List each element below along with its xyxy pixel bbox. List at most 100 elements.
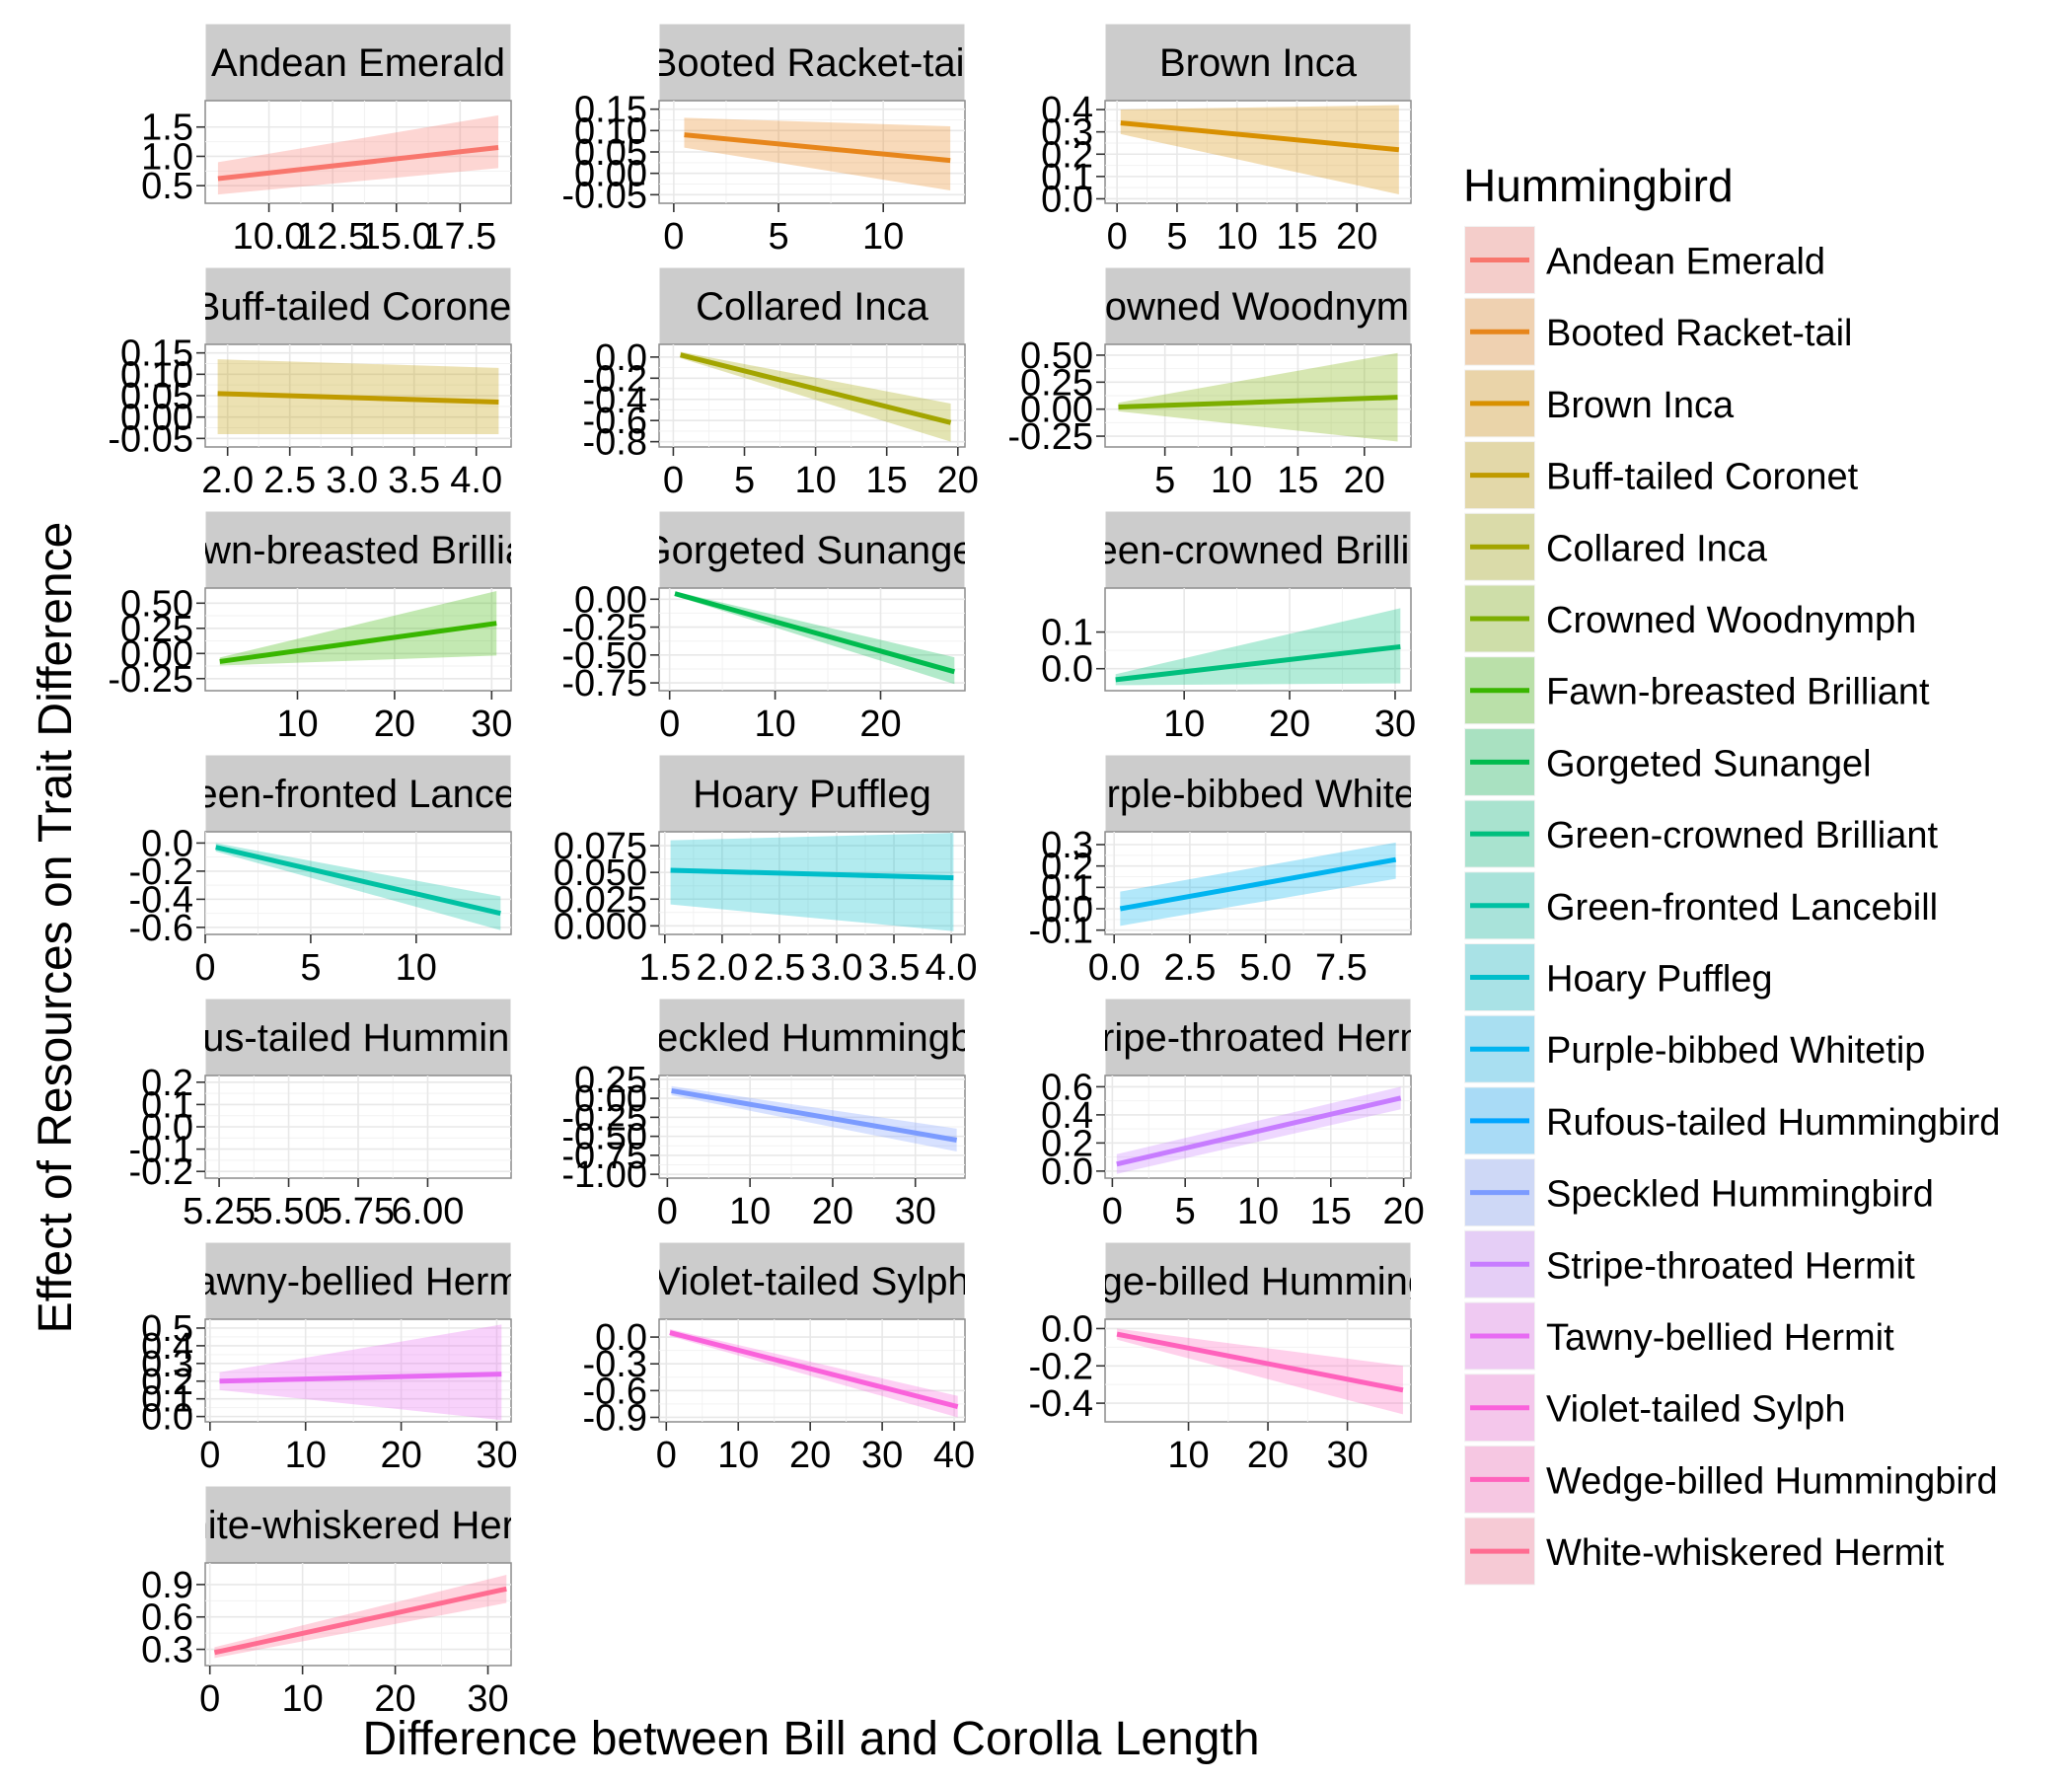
- panel-white-whiskered-hermit: White-whiskered Hermit 0 10 20 30 0.30.60.9: [141, 1485, 568, 1720]
- y-tick-label: 0.1: [141, 1084, 193, 1126]
- y-tick-label: -0.6: [583, 1371, 647, 1412]
- legend-label: Hoary Puffleg: [1546, 959, 1773, 1001]
- y-tick-label: 0.5: [141, 166, 193, 207]
- legend-item: Rufous-tailed Hummingbird: [1462, 1084, 2000, 1157]
- legend-item: Violet-tailed Sylph: [1462, 1372, 1845, 1445]
- x-tick-label: 0.0: [1088, 947, 1141, 989]
- facet-strip-label: White-whiskered Hermit: [149, 1504, 568, 1547]
- y-tick-label: 0.50: [120, 583, 193, 625]
- y-tick-label: 0.4: [1041, 90, 1093, 131]
- facet-strip-label: Gorgeted Sunangel: [641, 529, 984, 572]
- fit-line: [219, 621, 497, 664]
- y-tick-label: 0.00: [120, 398, 193, 439]
- legend-label: Gorgeted Sunangel: [1546, 743, 1872, 784]
- legend-label: Tawny-bellied Hermit: [1546, 1317, 1894, 1359]
- y-tick-label: 0.00: [574, 579, 647, 621]
- facet-strip: [204, 266, 512, 345]
- x-tick-label: 40: [933, 1435, 975, 1476]
- fit-line: [669, 1330, 959, 1410]
- y-tick-label: 0.0: [1041, 649, 1093, 691]
- y-tick-label: -0.75: [561, 663, 647, 705]
- y-tick-label: 0.25: [1020, 362, 1093, 404]
- x-tick-label: 15: [1277, 460, 1318, 501]
- confidence-band: [670, 833, 954, 931]
- x-tick-label: 10: [1217, 216, 1258, 258]
- grid-lines: [659, 101, 965, 203]
- facet-strip: [204, 998, 512, 1076]
- grid-lines: [659, 1319, 965, 1422]
- legend-label: Buff-tailed Coronet: [1546, 457, 1859, 498]
- plot-panel: [1104, 1318, 1412, 1423]
- legend-item: Hoary Puffleg: [1462, 941, 1773, 1013]
- y-tick-label: 0.05: [574, 132, 647, 174]
- y-tick-label: 0.1: [1041, 867, 1093, 909]
- legend-label: Fawn-breasted Brilliant: [1546, 672, 1930, 713]
- facet-strip: [204, 510, 512, 589]
- y-tick-label: -0.05: [108, 418, 193, 460]
- facet-strip: [204, 23, 512, 102]
- facet-strip: [204, 1485, 512, 1564]
- y-tick-label: 0.5: [141, 1308, 193, 1350]
- x-tick-label: 20: [859, 704, 901, 745]
- legend-item: Purple-bibbed Whitetip: [1462, 1012, 1925, 1085]
- y-tick-label: 0.0: [141, 1397, 193, 1439]
- facet-strip-label: Green-fronted Lancebill: [152, 773, 564, 816]
- fit-line: [217, 145, 499, 182]
- legend-label: Violet-tailed Sylph: [1546, 1389, 1845, 1431]
- y-tick-label: -0.1: [1029, 911, 1093, 952]
- y-tick-label: -0.25: [561, 608, 647, 649]
- y-tick-label: -0.4: [583, 380, 647, 421]
- facet-strip: [1104, 754, 1412, 833]
- x-tick-label: 2.0: [696, 947, 748, 989]
- fit-line: [219, 1372, 502, 1384]
- x-tick-label: 10: [281, 1678, 323, 1720]
- x-tick-label: 0: [663, 460, 684, 501]
- x-tick-label: 10: [1163, 704, 1205, 745]
- x-tick-label: 30: [471, 704, 512, 745]
- panel-booted-racket-tail: Booted Racket-tail 0 5 10 -0.050.000.050.100…: [561, 23, 966, 258]
- y-tick-label: 0.0: [1041, 889, 1093, 930]
- facet-strip: [1104, 1241, 1412, 1320]
- legend-title: Hummingbird: [1463, 160, 1734, 211]
- y-tick-label: 0.2: [141, 1063, 193, 1104]
- y-tick-label: 0.05: [120, 376, 193, 417]
- legend-label: Green-fronted Lancebill: [1546, 887, 1938, 928]
- fit-line: [217, 391, 499, 405]
- x-tick-label: 0: [1102, 1191, 1123, 1232]
- y-tick-label: -0.2: [1029, 1346, 1093, 1387]
- x-tick-label: 0: [659, 704, 680, 745]
- fit-line: [1120, 120, 1400, 153]
- x-tick-label: 5.75: [322, 1191, 395, 1232]
- facet-strip: [1104, 998, 1412, 1076]
- x-tick-label: 10.0: [233, 216, 306, 258]
- x-tick-label: 7.5: [1315, 947, 1368, 989]
- y-tick-label: -0.05: [561, 175, 647, 216]
- y-tick-label: 0.0: [1041, 1151, 1093, 1193]
- facet-strip: [658, 510, 966, 589]
- y-tick-label: 0.6: [141, 1597, 193, 1639]
- x-tick-label: 30: [1374, 704, 1416, 745]
- y-tick-label: -0.6: [129, 908, 193, 949]
- grid-lines: [205, 1076, 511, 1178]
- legend-item: Crowned Woodnymph: [1462, 582, 1916, 655]
- confidence-band: [219, 591, 497, 666]
- y-tick-label: 0.6: [1041, 1067, 1093, 1108]
- x-tick-label: 2.5: [263, 460, 316, 501]
- y-tick-label: -0.8: [583, 422, 647, 464]
- grid-lines: [1105, 1319, 1411, 1422]
- x-tick-label: 2.5: [753, 947, 805, 989]
- x-tick-label: 4.0: [925, 947, 978, 989]
- x-tick-label: 10: [754, 704, 795, 745]
- x-tick-label: 3.5: [388, 460, 440, 501]
- legend-item: Stripe-throated Hermit: [1462, 1227, 1915, 1300]
- x-tick-label: 3.5: [868, 947, 921, 989]
- grid-lines: [205, 832, 511, 934]
- facet-strip-label: Stripe-throated Hermit: [1064, 1016, 1451, 1060]
- fit-line: [684, 132, 951, 164]
- y-tick-label: 0.10: [574, 111, 647, 152]
- x-tick-label: 0: [663, 216, 684, 258]
- y-tick-label: 0.10: [120, 354, 193, 396]
- legend: Hummingbird Andean Emerald Booted Racket-…: [1462, 160, 2000, 1588]
- x-tick-label: 5.50: [253, 1191, 326, 1232]
